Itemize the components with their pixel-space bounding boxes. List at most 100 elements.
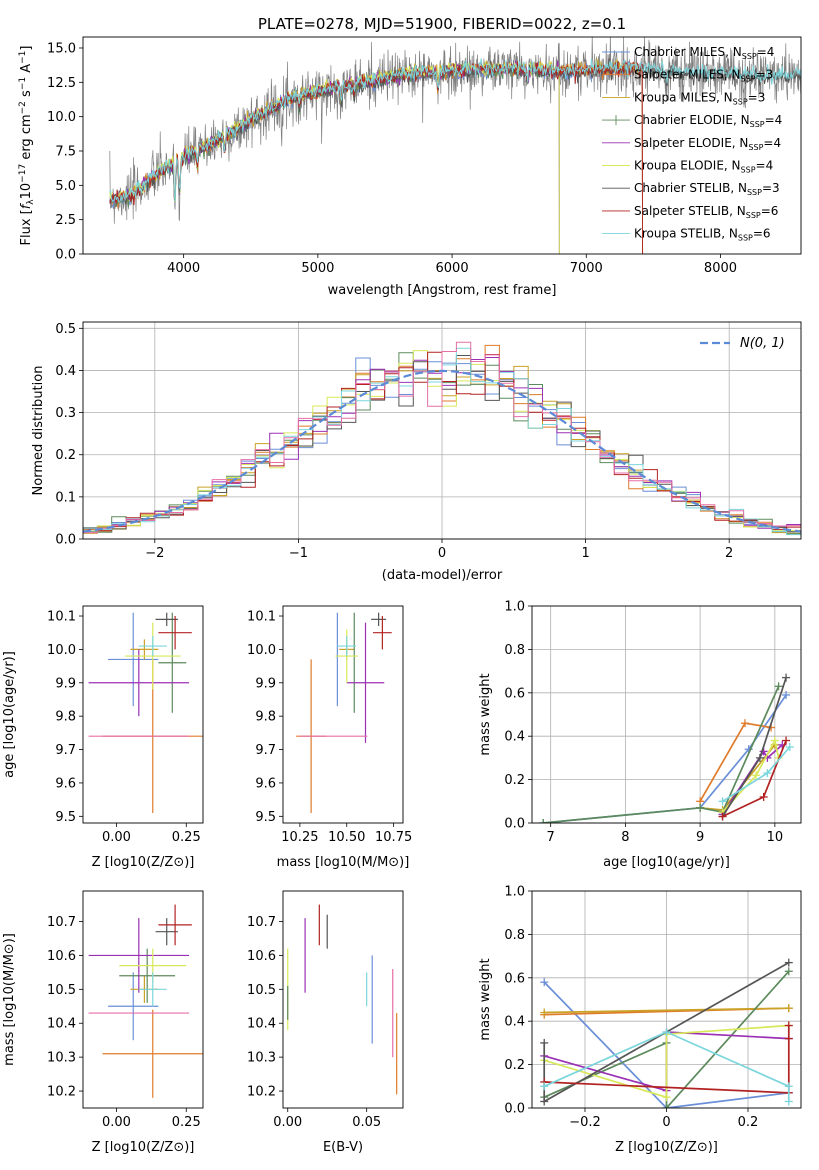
residual-histogram [83,341,801,534]
observed-spectrum-line [109,37,801,224]
y-tick-label: 0.0 [504,1102,525,1117]
y-tick-label: 0.6 [504,686,525,701]
x-tick-label: 10.25 [281,830,318,845]
axes-frame [282,890,404,1109]
y-axis-label: mass weight [478,958,493,1040]
x-tick-label: 4000 [167,261,200,276]
x-tick-label: 7000 [570,261,603,276]
x-axis-label: Z [log10(Z/Z⊙)] [615,1140,718,1155]
plot-area [88,904,203,1098]
y-tick-label: 9.6 [255,776,276,791]
y-tick-label: 0.2 [504,1058,525,1073]
legend-entry-label: Kroupa MILES, NSSP=3 [634,90,765,106]
axes-frame [82,890,204,1109]
y-tick-label: 10.4 [47,1017,76,1032]
y-tick-label: 0.5 [55,322,76,337]
x-tick-label: 0.00 [102,830,131,845]
spectrum-panel: 4000 5000 6000 7000 8000 0.0 2.5 5.0 7.5 10.0 12.5… [18,36,802,298]
axes-frame [82,36,802,255]
y-tick-label: 10.0 [247,643,276,658]
legend-entry-label: Salpeter STELIB, NSSP=6 [634,204,778,220]
x-tick-label: −2 [145,546,164,561]
y-tick-label: 0.8 [504,643,525,658]
y-tick-label: 10.4 [247,1017,276,1032]
x-tick-label: 1 [581,546,589,561]
residuals-panel: −2 −1 0 1 2 0.0 0.1 0.2 0.3 0.4 0.5 (data-model)/er… [31,321,802,583]
y-tick-label: 10.6 [47,949,76,964]
axes-frame [82,605,204,824]
legend-entry-label: Salpeter ELODIE, NSSP=4 [634,136,781,152]
weight-vs-metallicity-panel: −0.2 0 0.2 0.0 0.2 0.4 0.6 0.8 1.0 Z [log10(Z/Z⊙)… [478,885,802,1155]
y-tick-label: 9.5 [255,810,276,825]
y-tick-label: 0.8 [504,928,525,943]
y-axis-label: mass weight [478,673,493,755]
y-axis-label: age [log10(age/yr)] [2,651,17,778]
y-tick-label: 9.8 [255,710,276,725]
x-tick-label: 5000 [301,261,334,276]
x-tick-label: 8 [621,830,629,845]
y-tick-label: 9.7 [55,743,76,758]
x-tick-label: 0.00 [273,1115,302,1130]
plot-area [287,904,398,1095]
normal-curve [83,369,801,533]
axes-frame [82,321,802,540]
model-spectrum-line [109,58,801,203]
x-tick-label: 9 [696,830,704,845]
plot-area [83,341,801,538]
legend-entry-label: Chabrier STELIB, NSSP=3 [634,181,780,197]
x-tick-label: 0 [662,1115,670,1130]
x-axis-label: age [log10(age/yr)] [603,855,730,870]
x-axis-label: wavelength [Angstrom, rest frame] [328,283,557,298]
y-axis-label: Flux [fλ10−17 erg cm−2 s−1 A−1] [18,46,36,246]
y-tick-label: 2.5 [55,213,76,228]
age-vs-metallicity-panel: 0.00 0.25 9.5 9.6 9.7 9.8 9.9 10.0 10.1 Z [log10(… [2,605,204,870]
axes-frame [282,605,404,824]
mass-weight-line [721,738,780,813]
spectrum-legend: Chabrier MILES, NSSP=4 Salpeter MILES, NS… [602,45,782,243]
legend-entry-label: N(0, 1) [740,336,785,351]
y-tick-label: 10.5 [47,983,76,998]
plot-area [539,673,794,823]
y-tick-label: 0.3 [55,406,76,421]
x-axis-label: Z [log10(Z/Z⊙)] [92,855,195,870]
y-tick-label: 9.5 [55,810,76,825]
x-tick-label: 0.2 [738,1115,759,1130]
weight-vs-age-panel: 7 8 9 10 0.0 0.2 0.4 0.6 0.8 1.0 age [log10(age/yr… [478,600,802,870]
mass-weight-line [543,685,780,823]
y-tick-label: 0.0 [504,817,525,832]
y-tick-label: 12.5 [47,76,76,91]
x-tick-label: 0 [438,546,446,561]
y-tick-label: 10.5 [247,983,276,998]
y-tick-label: 7.5 [55,144,76,159]
y-tick-label: 10.2 [247,1085,276,1100]
y-tick-label: 10.0 [47,110,76,125]
mass-weight-line [543,981,789,1108]
y-tick-label: 9.7 [255,743,276,758]
mass-vs-metallicity-panel: 0.00 0.25 10.2 10.3 10.4 10.5 10.6 10.7 Z [log10… [2,890,204,1155]
y-tick-label: 9.9 [255,676,276,691]
x-tick-label: 2 [725,546,733,561]
legend-entry-label: Kroupa STELIB, NSSP=6 [634,227,771,243]
plot-area [109,37,801,254]
y-tick-label: 0.0 [55,248,76,263]
x-tick-label: 0.25 [172,1115,201,1130]
x-tick-label: 0.05 [352,1115,381,1130]
legend-entry-label: Kroupa ELODIE, NSSP=4 [634,159,773,175]
y-tick-label: 9.9 [55,676,76,691]
x-axis-label: E(B-V) [323,1140,363,1155]
age-vs-mass-panel: 10.25 10.50 10.75 9.5 9.6 9.7 9.8 9.9 10.0 10.1 ma… [247,605,412,870]
y-tick-label: 0.4 [504,1015,525,1030]
y-tick-label: 0.4 [55,364,76,379]
x-tick-label: −0.2 [569,1115,601,1130]
x-axis-label: Z [log10(Z/Z⊙)] [92,1140,195,1155]
legend-entry-label: Salpeter MILES, NSSP=3 [634,68,773,84]
y-tick-label: 10.7 [247,915,276,930]
y-tick-label: 0.0 [55,533,76,548]
y-tick-label: 10.6 [247,949,276,964]
y-axis-label: mass [log10(M/M⊙)] [2,933,17,1066]
y-tick-label: 10.3 [247,1051,276,1066]
y-tick-label: 1.0 [504,885,525,900]
y-tick-label: 10.3 [47,1051,76,1066]
figure-title: PLATE=0278, MJD=51900, FIBERID=0022, z=0… [258,15,626,33]
y-tick-label: 9.6 [55,776,76,791]
